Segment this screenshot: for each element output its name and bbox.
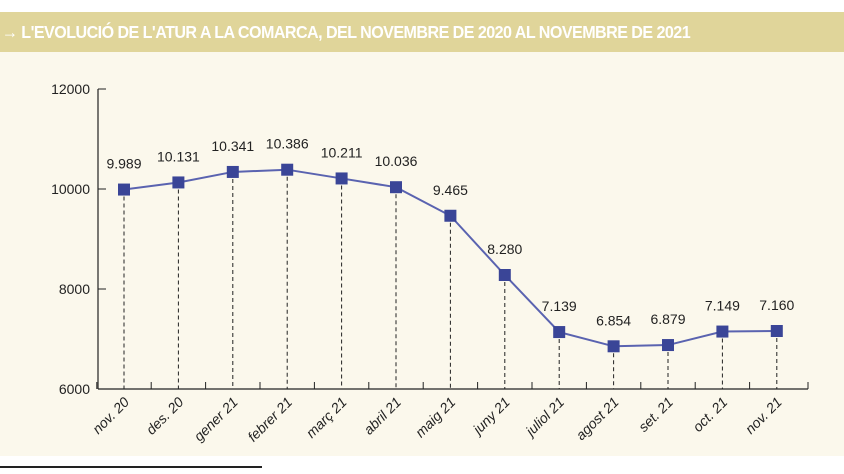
x-tick-label: agost 21 — [572, 394, 621, 443]
x-tick-label: juny 21 — [468, 394, 513, 439]
x-tick-label: gener 21 — [191, 394, 241, 444]
x-tick-label: set. 21 — [635, 394, 676, 435]
y-tick-label: 12000 — [51, 81, 90, 97]
data-point — [607, 340, 620, 353]
data-point — [390, 181, 402, 194]
y-tick-label: 10000 — [51, 181, 90, 197]
data-point — [716, 325, 729, 338]
x-tick-label: febrer 21 — [244, 394, 295, 445]
data-label: 6.879 — [650, 311, 685, 327]
data-point — [553, 326, 566, 339]
data-label: 6.854 — [596, 312, 631, 328]
x-tick-label: nov. 21 — [742, 394, 785, 437]
chart-title-bar: → L'EVOLUCIÓ DE L'ATUR A LA COMARCA, DEL… — [0, 12, 844, 52]
x-tick-label: oct. 21 — [689, 394, 730, 435]
data-label: 7.139 — [542, 298, 577, 314]
chart-title: → L'EVOLUCIÓ DE L'ATUR A LA COMARCA, DEL… — [1, 21, 691, 42]
x-tick-label: juliol 21 — [521, 394, 567, 440]
x-tick-label: des. 20 — [143, 394, 187, 438]
data-point — [335, 172, 348, 185]
data-label: 9.989 — [106, 156, 141, 172]
data-label: 10.386 — [266, 136, 309, 152]
data-label: 7.149 — [705, 298, 740, 314]
data-label: 9.465 — [433, 182, 468, 198]
data-label: 10.341 — [211, 138, 254, 154]
x-tick-label: nov. 20 — [89, 394, 132, 437]
x-tick-label: maig 21 — [412, 394, 459, 441]
data-point — [662, 339, 674, 352]
data-label: 7.160 — [759, 297, 794, 313]
chart-panel — [0, 50, 844, 456]
data-point — [281, 163, 294, 176]
footer-rule — [0, 466, 262, 468]
data-point — [226, 165, 239, 178]
y-tick-label: 8000 — [59, 281, 90, 297]
data-point — [444, 209, 457, 222]
data-label: 8.280 — [487, 241, 522, 257]
x-tick-label: abril 21 — [360, 394, 404, 438]
y-tick-label: 6000 — [59, 381, 90, 397]
x-tick-label: març 21 — [303, 394, 350, 441]
data-point — [118, 183, 130, 196]
data-label: 10.131 — [157, 148, 200, 164]
data-label: 10.211 — [321, 144, 363, 160]
data-label: 10.036 — [375, 153, 418, 169]
data-point — [498, 269, 511, 281]
data-point — [172, 176, 185, 189]
data-point — [770, 325, 783, 337]
